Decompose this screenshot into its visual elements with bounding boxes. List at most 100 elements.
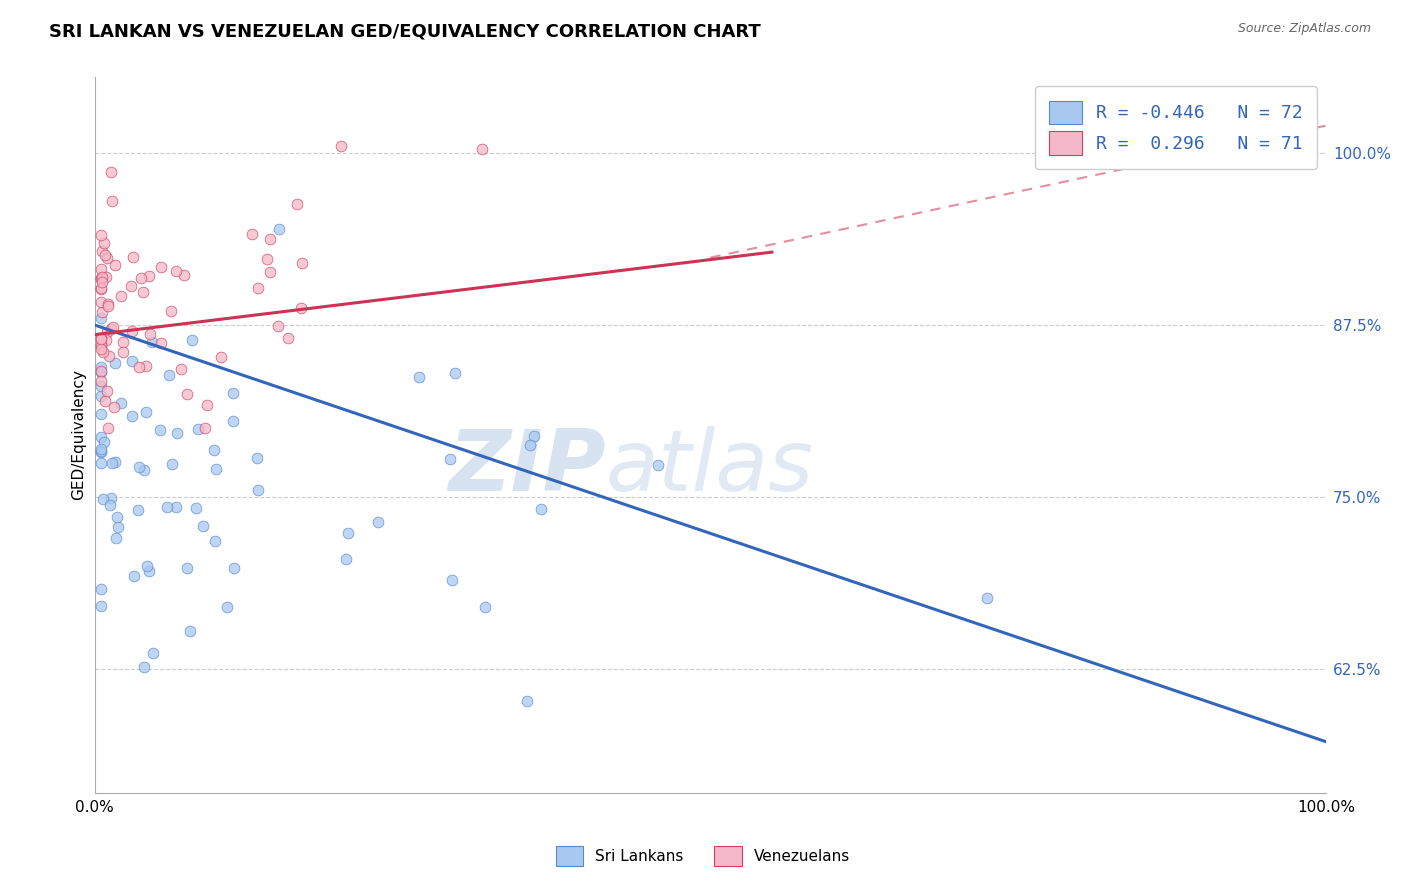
Point: [90, 282, 112, 296]
Point: [98, 349, 121, 363]
Text: Source: ZipAtlas.com: Source: ZipAtlas.com: [1237, 22, 1371, 36]
Point: [217, 600, 239, 615]
Point: [90, 338, 112, 352]
Point: [90, 389, 112, 403]
Point: [170, 362, 193, 376]
Text: atlas: atlas: [606, 425, 814, 508]
Point: [97, 297, 120, 311]
Point: [202, 443, 225, 458]
Point: [107, 520, 129, 534]
Point: [97, 421, 120, 435]
Point: [367, 515, 389, 529]
Point: [335, 552, 357, 566]
Point: [156, 500, 179, 515]
Point: [96, 384, 118, 398]
Point: [173, 268, 195, 282]
Point: [98, 498, 121, 512]
Point: [187, 422, 209, 436]
Point: [90, 364, 112, 378]
Point: [204, 534, 226, 549]
Point: [176, 561, 198, 575]
Point: [100, 321, 122, 335]
Point: [90, 582, 112, 596]
Point: [128, 459, 150, 474]
Point: [269, 221, 291, 235]
Point: [90, 330, 112, 344]
Point: [100, 491, 122, 505]
Point: [166, 426, 188, 441]
Point: [176, 387, 198, 401]
Point: [90, 275, 112, 289]
Point: [94, 394, 117, 409]
Point: [90, 379, 112, 393]
Point: [474, 600, 496, 615]
Point: [408, 370, 430, 384]
Point: [104, 258, 127, 272]
Point: [290, 301, 312, 316]
Point: [209, 351, 232, 365]
Point: [104, 455, 127, 469]
Point: [91, 244, 114, 258]
Point: [97, 299, 120, 313]
Point: [132, 285, 155, 299]
Point: [179, 624, 201, 638]
Point: [285, 196, 308, 211]
Point: [141, 334, 163, 349]
Point: [110, 289, 132, 303]
Point: [193, 518, 215, 533]
Point: [441, 574, 464, 588]
Point: [124, 568, 146, 582]
Point: [138, 326, 160, 341]
Point: [138, 565, 160, 579]
Point: [247, 281, 270, 295]
Point: [165, 264, 187, 278]
Legend: Sri Lankans, Venezuelans: Sri Lankans, Venezuelans: [548, 838, 858, 873]
Point: [516, 694, 538, 708]
Point: [337, 525, 360, 540]
Point: [112, 335, 135, 350]
Point: [110, 395, 132, 409]
Point: [193, 421, 215, 435]
Point: [138, 268, 160, 283]
Point: [165, 500, 187, 514]
Point: [121, 354, 143, 368]
Point: [100, 194, 122, 209]
Point: [96, 326, 118, 340]
Point: [121, 324, 143, 338]
Point: [471, 142, 494, 156]
Point: [90, 262, 112, 277]
Point: [93, 491, 115, 506]
Point: [224, 561, 246, 575]
Point: [259, 264, 281, 278]
Point: [90, 342, 112, 356]
Point: [135, 404, 157, 418]
Y-axis label: GED/Equivalency: GED/Equivalency: [72, 369, 86, 500]
Point: [91, 345, 114, 359]
Point: [94, 333, 117, 347]
Point: [104, 532, 127, 546]
Point: [103, 356, 125, 370]
Point: [90, 445, 112, 459]
Point: [121, 409, 143, 424]
Point: [103, 400, 125, 414]
Point: [120, 278, 142, 293]
Point: [90, 271, 112, 285]
Point: [181, 333, 204, 347]
Point: [90, 228, 112, 243]
Point: [247, 483, 270, 497]
Point: [266, 318, 288, 333]
Text: ZIP: ZIP: [449, 425, 606, 508]
Point: [101, 320, 124, 334]
Point: [256, 252, 278, 266]
Point: [519, 438, 541, 452]
Text: SRI LANKAN VS VENEZUELAN GED/EQUIVALENCY CORRELATION CHART: SRI LANKAN VS VENEZUELAN GED/EQUIVALENCY…: [49, 22, 761, 40]
Point: [976, 591, 998, 605]
Point: [142, 646, 165, 660]
Point: [94, 248, 117, 262]
Point: [277, 331, 299, 345]
Legend: R = -0.446   N = 72, R =  0.296   N = 71: R = -0.446 N = 72, R = 0.296 N = 71: [1035, 87, 1317, 169]
Point: [90, 272, 112, 286]
Point: [90, 407, 112, 421]
Point: [240, 227, 263, 241]
Point: [90, 339, 112, 353]
